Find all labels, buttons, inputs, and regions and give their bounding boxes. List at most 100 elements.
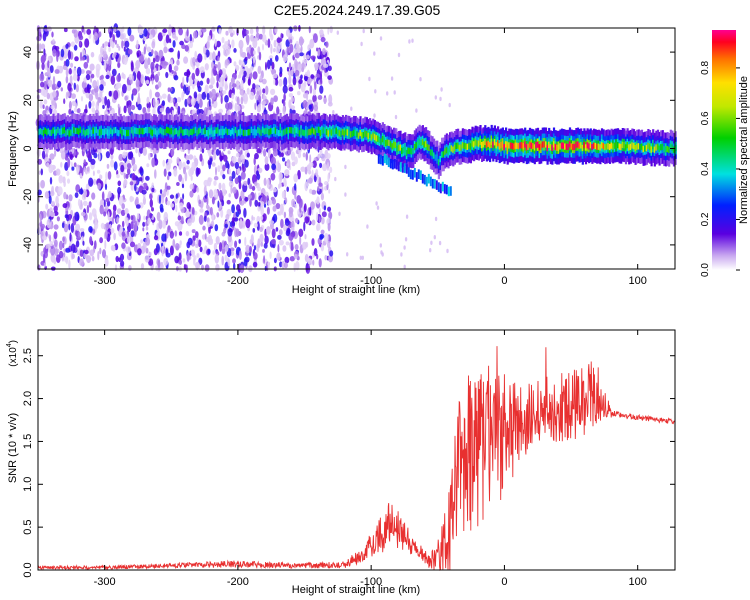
noise-speckle (110, 153, 114, 160)
noise-speckle (256, 221, 260, 231)
ridge-cell (428, 144, 431, 151)
ridge-cell (149, 128, 153, 135)
noise-speckle (51, 83, 57, 91)
ridge-cell (520, 142, 524, 149)
noise-speckle (142, 182, 148, 190)
ridge-cell (380, 138, 383, 145)
noise-speckle (295, 261, 300, 271)
noise-speckle (121, 40, 124, 49)
noise-speckle (178, 174, 183, 182)
noise-speckle (76, 66, 82, 77)
noise-speckle (232, 258, 236, 264)
noise-speckle (190, 175, 193, 182)
noise-speckle (300, 38, 305, 44)
noise-speckle (308, 177, 313, 184)
noise-speckle (118, 45, 121, 51)
noise-speckle (39, 73, 45, 82)
noise-speckle (102, 104, 105, 109)
ridge-cell (79, 126, 82, 133)
noise-speckle (315, 73, 320, 78)
noise-speckle (275, 227, 279, 232)
noise-speckle (86, 205, 90, 214)
ridge-cell (634, 145, 637, 152)
noise-speckle (145, 237, 151, 246)
noise-speckle (121, 203, 125, 210)
noise-speckle (165, 34, 170, 44)
ridge-cell (604, 144, 607, 151)
ridge-cell (303, 130, 306, 137)
noise-speckle (223, 156, 228, 161)
ridge-cell (506, 144, 509, 151)
noise-speckle (297, 169, 301, 180)
noise-speckle (266, 178, 270, 189)
ridge-cell (228, 128, 231, 135)
noise-speckle (97, 99, 100, 106)
noise-speckle (51, 200, 55, 206)
noise-speckle (403, 264, 406, 269)
noise-speckle (206, 196, 209, 206)
noise-speckle (229, 58, 232, 64)
noise-speckle (277, 211, 282, 216)
noise-speckle (176, 59, 180, 66)
noise-speckle (121, 242, 126, 249)
ridge-cell (124, 130, 127, 137)
noise-speckle (366, 224, 369, 229)
noise-speckle (233, 61, 237, 67)
ridge-cell (180, 127, 183, 134)
ridge-cell (581, 144, 584, 152)
ridge-cell (420, 139, 423, 147)
noise-speckle (411, 38, 414, 43)
noise-speckle (151, 157, 156, 168)
noise-speckle (217, 61, 221, 71)
noise-speckle (103, 199, 106, 208)
ridge-cell (669, 143, 672, 150)
ridge-cell (471, 140, 474, 147)
noise-speckle (246, 46, 251, 53)
noise-speckle (404, 237, 408, 242)
noise-speckle (309, 38, 315, 49)
ridge-cell (143, 127, 146, 135)
noise-speckle (238, 59, 242, 66)
noise-speckle (242, 52, 246, 58)
noise-speckle (54, 69, 60, 74)
noise-speckle (400, 252, 403, 257)
noise-speckle (89, 249, 95, 257)
noise-speckle (187, 218, 192, 227)
noise-speckle (71, 253, 75, 259)
ridge-cell (468, 142, 471, 149)
noise-speckle (165, 71, 169, 79)
ridge-cell (391, 159, 394, 170)
noise-speckle (260, 215, 264, 221)
noise-speckle (359, 255, 362, 260)
spectral-ridge (38, 112, 677, 197)
noise-speckle (112, 209, 116, 219)
noise-speckle (344, 164, 347, 170)
ridge-cell (353, 129, 356, 136)
noise-speckle (146, 163, 150, 168)
ridge-cell (522, 143, 525, 150)
ridge-cell (100, 128, 103, 135)
noise-speckle (312, 88, 316, 96)
noise-speckle (42, 31, 47, 42)
noise-speckle (147, 57, 151, 66)
noise-speckle (320, 243, 325, 252)
noise-speckle (195, 167, 199, 177)
ridge-cell (605, 143, 608, 150)
ridge-cell (383, 153, 386, 164)
noise-speckle (151, 207, 154, 212)
noise-speckle (336, 30, 339, 35)
ridge-cell (564, 143, 567, 150)
noise-speckle (251, 185, 256, 191)
noise-speckle (125, 246, 131, 254)
noise-speckle (162, 159, 166, 167)
ridge-cell (261, 126, 265, 133)
noise-speckle (107, 211, 110, 221)
noise-speckle (262, 248, 265, 253)
ridge-cell (559, 143, 562, 150)
ridge-cell (602, 143, 605, 150)
ridge-cell (399, 162, 402, 172)
ridge-cell (516, 142, 519, 149)
ridge-cell (253, 128, 257, 135)
noise-speckle (253, 252, 258, 260)
x-tick-label: -200 (227, 275, 249, 287)
